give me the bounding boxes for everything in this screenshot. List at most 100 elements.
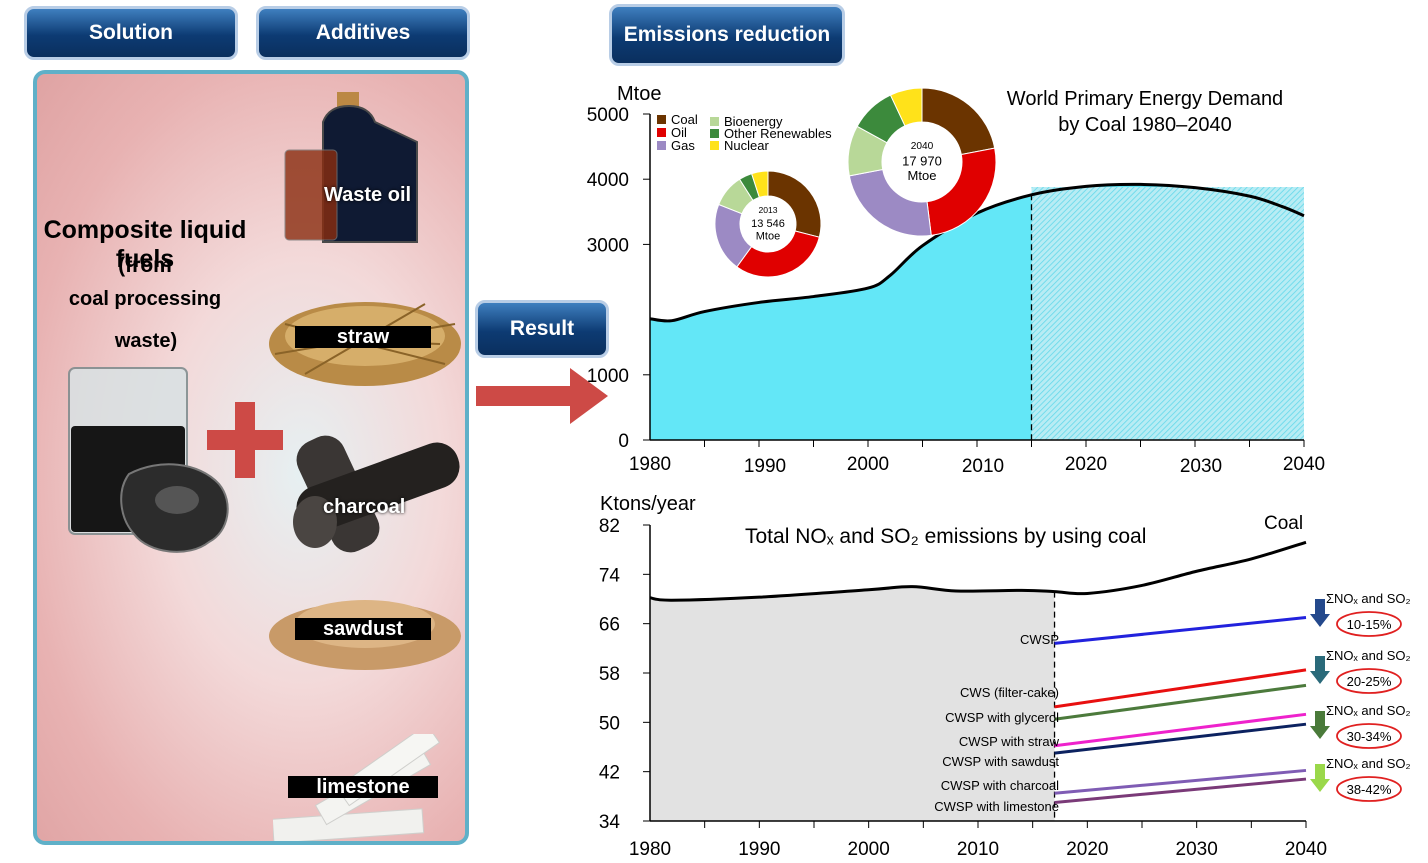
pie-year: 2040 [911, 141, 934, 152]
y-tick-label: 82 [599, 516, 620, 537]
series-label: CWS (filter-cake) [960, 685, 1059, 700]
projection-area [1031, 187, 1304, 440]
tab-additives-label: Additives [315, 21, 411, 44]
reduction-range: 10-15% [1347, 617, 1392, 632]
panel-title-line2: (from [118, 254, 172, 277]
y-tick-label: 4000 [587, 170, 629, 191]
pie-slice [889, 87, 923, 127]
series-line [1054, 722, 1307, 755]
energy-demand-chart: 0 1000 3000 4000 5000 1980 1990 2000 2010 2020 203… [587, 83, 1325, 477]
tab-solution[interactable]: Solution [24, 6, 238, 60]
sawdust-label: sawdust [295, 618, 431, 640]
down-arrow-icon-head [1310, 726, 1330, 739]
legend-swatch [657, 128, 666, 137]
chart-title-line: World Primary Energy Demand [1007, 88, 1283, 110]
x-tick-label: 2000 [847, 454, 889, 475]
series-line [1054, 777, 1307, 804]
x-tick-label: 1980 [629, 454, 671, 475]
x-tick-label: 2010 [962, 456, 1004, 477]
series-label: CWSP with charcoal [941, 778, 1059, 793]
reduction-label: ΣNOₓ and SO₂ [1326, 703, 1411, 718]
down-arrow-icon [1315, 656, 1325, 672]
limestone-label: limestone [288, 776, 438, 798]
y-axis-label: Ktons/year [600, 493, 696, 515]
result-button[interactable]: Result [475, 300, 609, 358]
tab-emissions-reduction[interactable]: Emissions reduction [609, 4, 845, 66]
plus-icon [207, 402, 283, 478]
y-tick-label: 34 [599, 812, 621, 833]
series-label: CWSP with glycerol [945, 710, 1059, 725]
x-tick-label: 1980 [629, 839, 671, 860]
tab-emissions-label: Emissions reduction [623, 23, 831, 46]
fuel-beaker-image [68, 367, 229, 553]
legend-swatch [710, 117, 719, 126]
series-line [1054, 712, 1307, 748]
series-line [1054, 668, 1307, 709]
series-line [1054, 768, 1307, 795]
result-arrow [476, 368, 608, 424]
pie-unit: Mtoe [908, 168, 937, 183]
reduction-range: 20-25% [1347, 674, 1392, 689]
x-tick-label: 2030 [1180, 456, 1222, 477]
y-axis-label: Mtoe [617, 83, 661, 105]
x-tick-label: 2010 [957, 839, 999, 860]
y-tick-label: 50 [599, 713, 620, 734]
series-label: CWSP with limestone [934, 799, 1059, 814]
waste-oil-label: Waste oil [324, 184, 412, 206]
down-arrow-icon [1315, 711, 1325, 727]
charcoal-image [293, 435, 460, 553]
pie-total: 17 970 [902, 153, 942, 168]
y-tick-label: 1000 [587, 366, 629, 387]
charcoal-label: charcoal [323, 496, 406, 518]
pie-slice [750, 170, 769, 198]
down-arrow-icon-head [1310, 614, 1330, 627]
x-tick-label: 1990 [738, 839, 780, 860]
series-line [1054, 616, 1307, 645]
reduction-oval [1336, 668, 1402, 694]
pie-unit: Mtoe [756, 230, 780, 242]
legend-label: Nuclear [724, 138, 769, 153]
panel-title-line1: Composite liquid fuels [43, 216, 247, 273]
series-label: CWSP [1020, 632, 1059, 647]
chart-title-line: by Coal 1980–2040 [1058, 114, 1231, 136]
legend-label: Oil [671, 125, 687, 140]
tab-solution-label: Solution [89, 21, 173, 44]
reduction-oval [1336, 611, 1402, 637]
emissions-chart: 34 42 50 58 66 74 82 1980 1990 2000 2010 2020 2030 20… [599, 493, 1411, 860]
legend-label: Bioenergy [724, 114, 783, 129]
legend-label: Other Renewables [724, 126, 832, 141]
x-tick-label: 2040 [1283, 454, 1325, 475]
reduction-oval [1336, 723, 1402, 749]
legend-label: Gas [671, 138, 695, 153]
result-label: Result [509, 317, 575, 340]
series-label: CWSP with sawdust [942, 754, 1059, 769]
down-arrow-icon-head [1310, 779, 1330, 792]
series-line [1054, 683, 1307, 721]
panel-title-line4: waste) [114, 330, 178, 352]
straw-label: straw [295, 326, 431, 348]
legend-swatch [710, 141, 719, 150]
historical-area [650, 586, 1055, 821]
reduction-label: ΣNOₓ and SO₂ [1326, 756, 1411, 771]
chart-title: Total NOₓ and SO₂ emissions by using coa… [745, 525, 1146, 548]
pie-total: 13 546 [751, 218, 785, 230]
y-tick-label: 74 [599, 565, 621, 586]
x-tick-label: 2020 [1066, 839, 1108, 860]
pie-slice [736, 230, 820, 278]
reduction-range: 38-42% [1347, 782, 1392, 797]
pie-year: 2013 [758, 205, 777, 215]
reduction-label: ΣNOₓ and SO₂ [1326, 591, 1411, 606]
tab-additives[interactable]: Additives [256, 6, 470, 60]
x-tick-label: 1990 [744, 456, 786, 477]
reduction-label: ΣNOₓ and SO₂ [1326, 648, 1411, 663]
legend-label: Coal [671, 112, 698, 127]
x-tick-label: 2000 [848, 839, 890, 860]
down-arrow-icon [1315, 599, 1325, 615]
reduction-range: 30-34% [1347, 729, 1392, 744]
legend-swatch [657, 141, 666, 150]
x-tick-label: 2040 [1285, 839, 1327, 860]
x-tick-label: 2030 [1176, 839, 1218, 860]
y-tick-label: 42 [599, 763, 620, 784]
x-tick-label: 2020 [1065, 454, 1107, 475]
composite-fuels-panel: Composite liquid fuels (from coal proces… [33, 70, 469, 845]
